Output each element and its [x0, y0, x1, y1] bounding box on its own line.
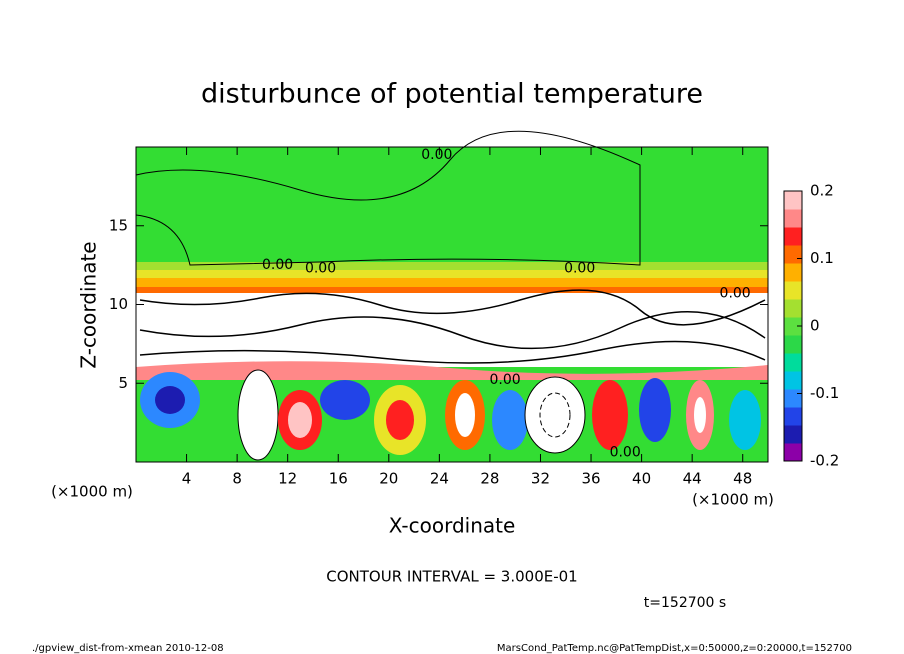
contour-label: 0.00	[421, 147, 452, 163]
x-tick-label: 4	[182, 470, 192, 488]
colorbar-segment	[784, 191, 802, 210]
colorbar-tick-label: 0.2	[810, 182, 834, 200]
x-tick-label: 16	[329, 470, 348, 488]
colorbar-segment	[784, 317, 802, 336]
x-tick-label: 8	[232, 470, 242, 488]
x-unit-right: (×1000 m)	[692, 491, 774, 509]
footer-left: ./gpview_dist-from-xmean 2010-12-08	[32, 643, 224, 654]
colorbar-segment	[784, 443, 802, 462]
field	[135, 130, 768, 462]
y-axis-label: Z-coordinate	[77, 241, 101, 368]
x-tick-label: 24	[430, 470, 449, 488]
footer-right: MarsCond_PatTemp.nc@PatTempDist,x=0:5000…	[497, 643, 852, 654]
colorbar-segment	[784, 389, 802, 408]
chart-title: disturbunce of potential temperature	[201, 79, 703, 110]
y-tick-label: 5	[118, 374, 128, 392]
colorbar-segment	[784, 425, 802, 444]
colorbar-segment	[784, 263, 802, 282]
colorbar-tick-label: 0	[810, 317, 820, 335]
x-axis-label: X-coordinate	[389, 514, 516, 538]
colorbar-segment	[784, 407, 802, 426]
x-tick-label: 32	[531, 470, 550, 488]
contour-label: 0.00	[720, 285, 751, 301]
contour-label: 0.00	[490, 372, 521, 388]
x-tick-label: 44	[683, 470, 702, 488]
x-tick-label: 28	[480, 470, 499, 488]
colorbar-tick-label: -0.1	[810, 384, 839, 402]
y-tick-label: 10	[109, 295, 128, 313]
colorbar-segment	[784, 227, 802, 246]
colorbar-segment	[784, 353, 802, 372]
x-tick-label: 36	[581, 470, 600, 488]
contour-interval: CONTOUR INTERVAL = 3.000E-01	[326, 568, 577, 586]
colorbar-segment	[784, 299, 802, 318]
x-tick-label: 12	[278, 470, 297, 488]
colorbar-segment	[784, 371, 802, 390]
x-tick-label: 48	[733, 470, 752, 488]
x-tick-label: 20	[379, 470, 398, 488]
contour-label: 0.00	[305, 260, 336, 276]
colorbar-segment	[784, 335, 802, 354]
x-tick-label: 40	[632, 470, 651, 488]
contour-label: 0.00	[610, 445, 641, 461]
colorbar-tick-label: 0.1	[810, 249, 834, 267]
colorbar-tick-label: -0.2	[810, 452, 839, 470]
time-label: t=152700 s	[644, 595, 726, 611]
contour-label: 0.00	[262, 257, 293, 273]
y-tick-label: 15	[109, 216, 128, 234]
colorbar-segment	[784, 245, 802, 264]
contour-label: 0.00	[564, 260, 595, 276]
colorbar-segment	[784, 209, 802, 228]
x-unit-left: (×1000 m)	[51, 483, 133, 501]
colorbar-segment	[784, 281, 802, 300]
